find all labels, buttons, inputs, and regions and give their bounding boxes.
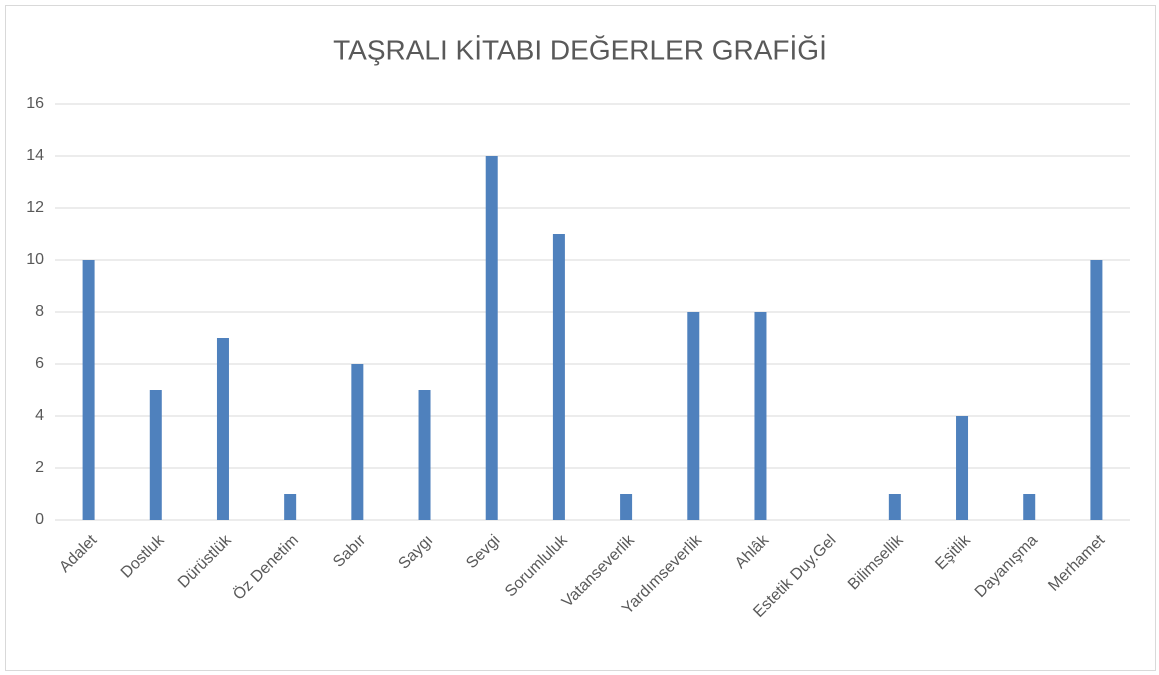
bar — [1090, 260, 1103, 520]
chart-frame — [5, 5, 1156, 671]
bar — [351, 364, 364, 520]
bar — [284, 494, 297, 520]
y-tick-label: 4 — [35, 407, 44, 424]
y-tick-label: 10 — [26, 251, 44, 268]
bar — [82, 260, 95, 520]
bar — [956, 416, 969, 520]
chart-title: TAŞRALI KİTABI DEĞERLER GRAFİĞİ — [333, 34, 827, 65]
y-tick-label: 16 — [26, 95, 44, 112]
bar — [485, 156, 498, 520]
bar — [888, 494, 901, 520]
bar — [754, 312, 767, 520]
bar — [149, 390, 162, 520]
y-tick-label: 2 — [35, 459, 44, 476]
y-tick-label: 8 — [35, 303, 44, 320]
bar — [620, 494, 633, 520]
y-tick-label: 12 — [26, 199, 44, 216]
bar — [687, 312, 700, 520]
bar — [418, 390, 431, 520]
bar — [552, 234, 565, 520]
bar — [1023, 494, 1036, 520]
bar — [216, 338, 229, 520]
y-tick-label: 0 — [35, 511, 44, 528]
y-tick-label: 6 — [35, 355, 44, 372]
y-tick-label: 14 — [26, 147, 44, 164]
